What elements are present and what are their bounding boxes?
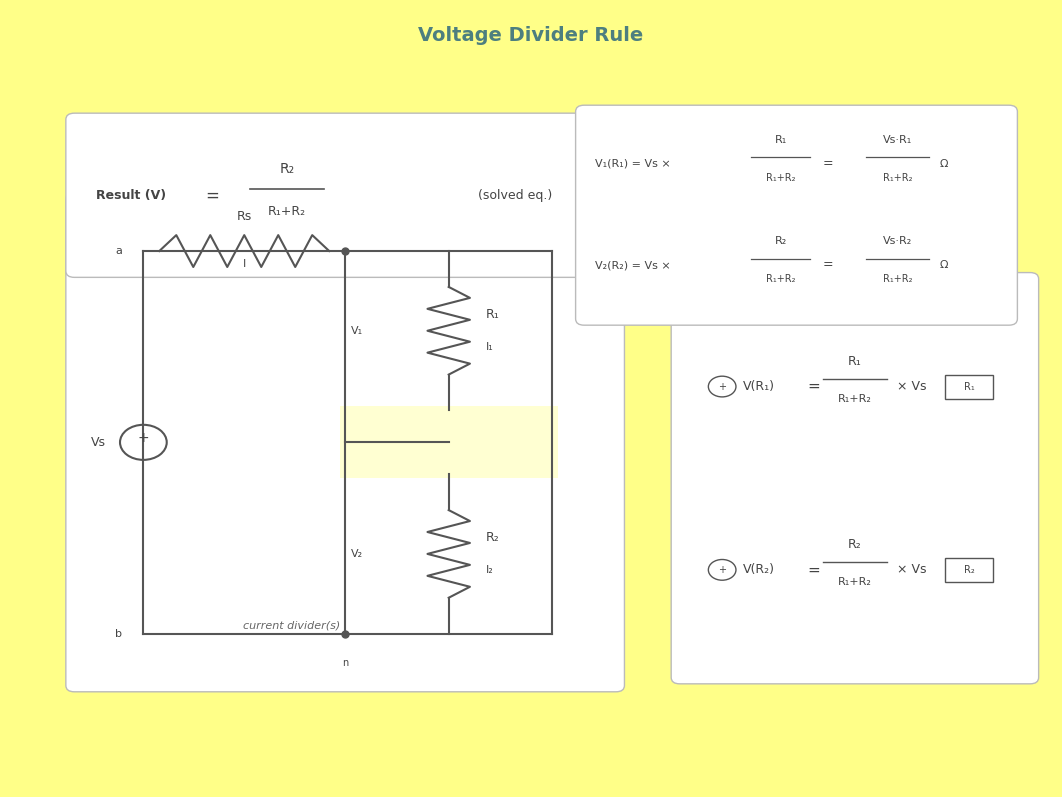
Text: =: =: [205, 186, 220, 204]
Text: R₂: R₂: [485, 532, 499, 544]
Text: Ω: Ω: [940, 260, 948, 270]
Text: V₂: V₂: [350, 549, 362, 559]
Text: V₁(R₁) = Vs ×: V₁(R₁) = Vs ×: [595, 159, 670, 169]
Text: Voltage Divider Rule: Voltage Divider Rule: [418, 26, 644, 45]
FancyBboxPatch shape: [945, 558, 993, 582]
Text: +: +: [718, 565, 726, 575]
Text: Vs: Vs: [91, 436, 106, 449]
Text: R₁: R₁: [849, 355, 861, 367]
Text: current divider(s): current divider(s): [243, 621, 341, 630]
Text: I₁: I₁: [485, 342, 494, 351]
Text: Vs·R₁: Vs·R₁: [883, 135, 912, 145]
FancyBboxPatch shape: [945, 375, 993, 398]
Text: R₂: R₂: [279, 162, 294, 176]
Text: V₁: V₁: [350, 326, 362, 336]
Text: R₁+R₂: R₁+R₂: [883, 173, 912, 183]
FancyBboxPatch shape: [671, 273, 1039, 684]
Text: =: =: [823, 258, 834, 272]
Text: a: a: [116, 246, 122, 256]
Text: =: =: [807, 563, 820, 577]
Text: Vs·R₂: Vs·R₂: [883, 236, 912, 246]
Text: R₁+R₂: R₁+R₂: [766, 274, 795, 285]
Text: R₁+R₂: R₁+R₂: [883, 274, 912, 285]
Text: Rs: Rs: [237, 210, 252, 223]
Text: +: +: [718, 382, 726, 391]
FancyBboxPatch shape: [66, 113, 624, 277]
Text: (solved eq.): (solved eq.): [478, 189, 552, 202]
Text: V₂(R₂) = Vs ×: V₂(R₂) = Vs ×: [595, 260, 670, 270]
Text: R₁+R₂: R₁+R₂: [766, 173, 795, 183]
Text: V(R₁): V(R₁): [743, 380, 775, 393]
FancyBboxPatch shape: [576, 105, 1017, 325]
Text: Result (V): Result (V): [96, 189, 166, 202]
FancyBboxPatch shape: [66, 193, 624, 692]
Text: V(R₂): V(R₂): [743, 563, 775, 576]
Text: +: +: [138, 431, 149, 446]
Text: R₂: R₂: [774, 236, 787, 246]
Text: R₁: R₁: [485, 308, 499, 321]
Text: R₁+R₂: R₁+R₂: [838, 394, 872, 403]
FancyBboxPatch shape: [340, 406, 558, 478]
Text: R₁: R₁: [964, 382, 975, 391]
Text: R₂: R₂: [849, 538, 861, 551]
Text: R₂: R₂: [964, 565, 975, 575]
Text: b: b: [115, 629, 122, 638]
Text: R₁+R₂: R₁+R₂: [268, 205, 306, 218]
Text: =: =: [807, 379, 820, 394]
Text: R₁: R₁: [774, 135, 787, 145]
Text: × Vs: × Vs: [897, 563, 927, 576]
Text: I₂: I₂: [485, 565, 494, 575]
Text: I: I: [242, 259, 246, 269]
Text: Ω: Ω: [940, 159, 948, 169]
Text: =: =: [823, 157, 834, 171]
Text: n: n: [342, 658, 348, 668]
Text: × Vs: × Vs: [897, 380, 927, 393]
Text: R₁+R₂: R₁+R₂: [838, 577, 872, 587]
